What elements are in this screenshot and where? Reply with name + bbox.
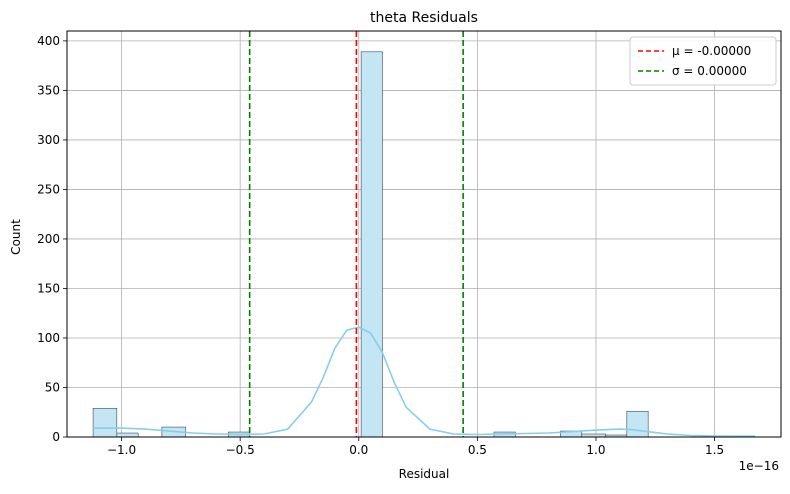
- y-tick-label: 0: [52, 430, 60, 444]
- reference-lines: [248, 31, 464, 437]
- chart-title: theta Residuals: [370, 10, 478, 26]
- x-axis-ticks: −1.0 −0.5 0.0 0.5 1.0 1.5: [107, 437, 724, 457]
- x-tick-label: −0.5: [226, 443, 255, 457]
- x-tick-label: 0.0: [349, 443, 368, 457]
- x-tick-label: −1.0: [107, 443, 136, 457]
- plot-frame: [66, 30, 782, 438]
- y-tick-label: 200: [37, 232, 60, 246]
- grid-lines: [67, 31, 781, 438]
- x-tick-label: 1.5: [705, 443, 724, 457]
- y-tick-label: 300: [37, 133, 60, 147]
- histogram-bar: [626, 410, 649, 438]
- histogram-bar: [360, 51, 383, 438]
- x-tick-label: 1.0: [586, 443, 605, 457]
- legend-mu-label: μ = -0.00000: [672, 44, 751, 58]
- y-axis-label: Count: [9, 219, 23, 255]
- x-offset-text: 1e−16: [739, 459, 779, 473]
- histogram-bars: [92, 51, 756, 438]
- y-tick-label: 50: [45, 380, 60, 394]
- y-axis-ticks: 0 50 100 150 200 250 300 350 400: [37, 34, 67, 444]
- legend: μ = -0.00000 σ = 0.00000: [629, 36, 777, 86]
- x-tick-label: 0.5: [468, 443, 487, 457]
- kde-curve: [93, 326, 755, 437]
- y-tick-label: 400: [37, 34, 60, 48]
- legend-sigma-label: σ = 0.00000: [672, 64, 747, 78]
- y-tick-label: 350: [37, 83, 60, 97]
- histogram-bar: [92, 407, 118, 438]
- histogram-bar: [116, 432, 139, 438]
- y-tick-label: 250: [37, 182, 60, 196]
- x-axis-label: Residual: [399, 467, 450, 481]
- legend-box: [629, 36, 777, 86]
- y-tick-label: 150: [37, 281, 60, 295]
- y-tick-label: 100: [37, 331, 60, 345]
